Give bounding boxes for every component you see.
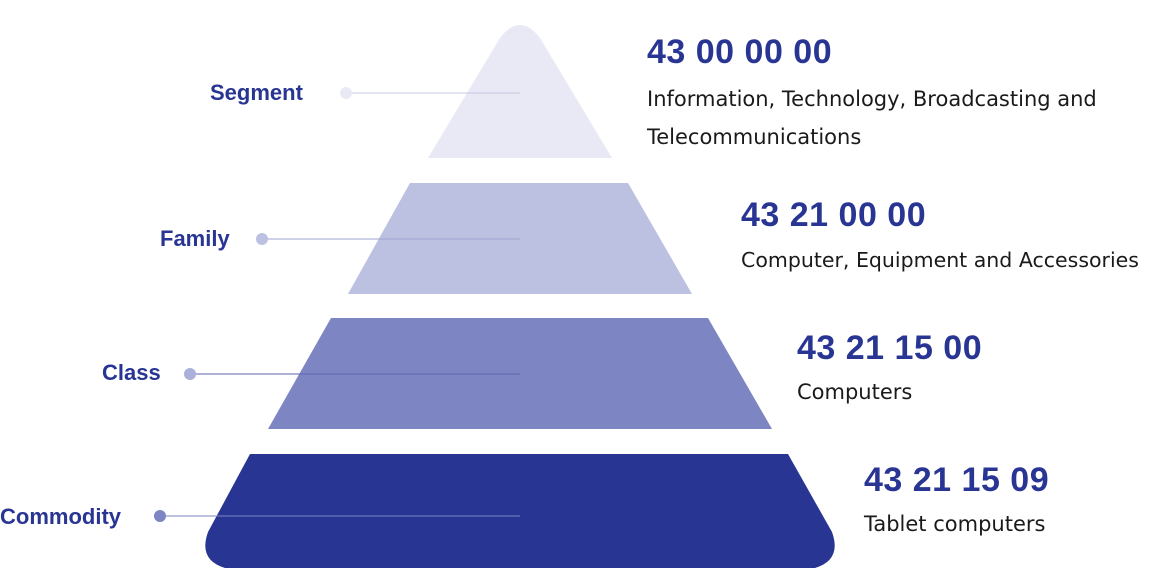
level-code-family: 43 21 00 00 <box>741 196 927 234</box>
pyramid-tier-segment <box>428 25 612 158</box>
level-code-commodity: 43 21 15 09 <box>864 461 1050 499</box>
level-description-commodity: Tablet computers <box>864 512 1046 536</box>
pyramid-tier-commodity <box>205 454 835 568</box>
level-label-segment: Segment <box>210 80 303 105</box>
level-label-commodity: Commodity <box>0 504 121 529</box>
connector-dot-segment <box>340 87 352 99</box>
level-description-segment: Information, Technology, Broadcasting an… <box>647 87 1097 149</box>
level-description-class: Computers <box>797 380 913 404</box>
level-label-class: Class <box>102 360 161 385</box>
level-description-family: Computer, Equipment and Accessories <box>741 248 1139 272</box>
connector-dot-class <box>184 368 196 380</box>
connector-dot-commodity <box>154 510 166 522</box>
level-code-class: 43 21 15 00 <box>797 329 983 367</box>
connector-dot-family <box>256 233 268 245</box>
level-code-segment: 43 00 00 00 <box>647 33 833 71</box>
level-label-family: Family <box>160 226 230 251</box>
